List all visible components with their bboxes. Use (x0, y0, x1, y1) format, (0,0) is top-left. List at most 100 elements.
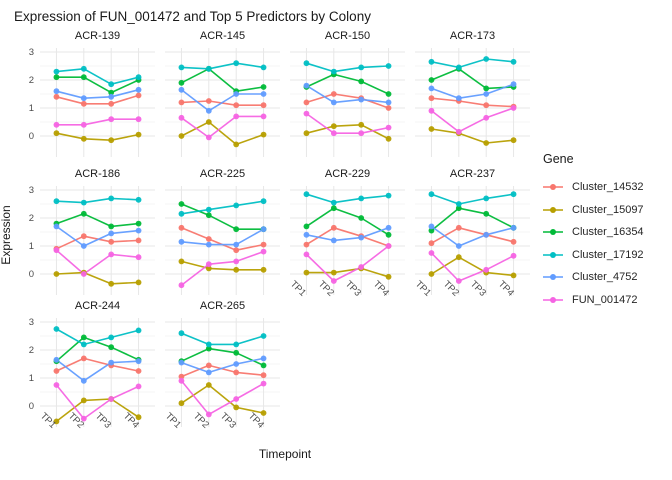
data-point-Cluster_4752 (385, 224, 392, 231)
series-line-Cluster_15097 (180, 260, 265, 271)
series-line-Cluster_15097 (305, 267, 390, 278)
data-point-FUN_001472 (510, 252, 517, 259)
data-point-Cluster_17192 (385, 192, 392, 199)
data-point-Cluster_16354 (80, 74, 87, 81)
data-point-Cluster_16354 (53, 74, 60, 81)
data-point-Cluster_4752 (455, 95, 462, 102)
y-tick-label: 1 (28, 103, 34, 114)
data-point-FUN_001472 (233, 113, 240, 120)
data-point-Cluster_4752 (428, 85, 435, 92)
data-point-FUN_001472 (80, 271, 87, 277)
data-point-Cluster_17192 (260, 64, 267, 71)
legend-title: Gene (543, 152, 574, 166)
series-line-Cluster_15097 (180, 384, 265, 414)
data-point-Cluster_14532 (330, 91, 337, 97)
series-line-Cluster_16354 (430, 67, 515, 90)
data-point-Cluster_4752 (53, 88, 60, 95)
series-line-Cluster_16354 (55, 76, 140, 94)
data-point-FUN_001472 (358, 264, 365, 270)
data-point-FUN_001472 (330, 130, 337, 137)
facet-panel (40, 186, 155, 295)
data-point-Cluster_17192 (510, 58, 517, 65)
data-point-Cluster_4752 (303, 231, 310, 238)
data-point-Cluster_16354 (108, 89, 115, 96)
legend-item: Cluster_15097 (543, 199, 644, 222)
data-point-Cluster_14532 (205, 98, 212, 104)
legend-item-label: Cluster_16354 (572, 226, 644, 239)
data-point-Cluster_17192 (233, 202, 240, 209)
data-point-Cluster_4752 (510, 224, 517, 231)
data-point-Cluster_15097 (80, 135, 87, 142)
data-point-Cluster_14532 (233, 102, 240, 109)
facet-panel (40, 48, 155, 157)
data-point-Cluster_14532 (330, 224, 337, 231)
series-line-FUN_001472 (55, 118, 140, 126)
series-line-Cluster_4752 (180, 228, 265, 246)
data-point-Cluster_4752 (205, 369, 212, 376)
data-point-Cluster_14532 (428, 95, 435, 102)
data-point-FUN_001472 (108, 251, 115, 258)
data-point-Cluster_14532 (135, 92, 142, 99)
data-point-Cluster_17192 (510, 191, 517, 198)
y-tick-label: 3 (28, 47, 34, 58)
data-point-Cluster_14532 (428, 240, 435, 247)
facet-strip-label: ACR-186 (74, 168, 121, 180)
data-point-Cluster_17192 (303, 60, 310, 67)
facet-strip-label: ACR-244 (74, 300, 121, 312)
data-point-Cluster_17192 (455, 201, 462, 207)
data-point-Cluster_15097 (205, 265, 212, 272)
data-point-Cluster_14532 (53, 93, 60, 100)
data-point-Cluster_17192 (260, 333, 267, 339)
series-line-FUN_001472 (180, 115, 265, 139)
data-point-Cluster_17192 (108, 334, 115, 341)
data-point-FUN_001472 (205, 261, 212, 268)
legend-key-icon (543, 229, 563, 236)
legend-key-icon (543, 296, 563, 303)
series-line-Cluster_14532 (305, 93, 390, 109)
data-point-FUN_001472 (205, 134, 212, 141)
y-tick-label: 0 (28, 269, 34, 280)
data-point-Cluster_16354 (303, 223, 310, 230)
data-point-Cluster_4752 (53, 356, 60, 363)
legend: Gene Cluster_14532 Cluster_15097 Cluster_1… (543, 152, 644, 311)
data-point-Cluster_14532 (233, 247, 240, 254)
data-point-Cluster_14532 (303, 99, 310, 106)
data-point-Cluster_14532 (80, 233, 87, 240)
data-point-Cluster_17192 (303, 191, 310, 198)
series-line-Cluster_15097 (180, 121, 265, 146)
data-point-Cluster_15097 (260, 266, 267, 273)
data-point-Cluster_4752 (178, 238, 185, 245)
series-line-Cluster_4752 (55, 88, 140, 100)
data-point-FUN_001472 (205, 411, 212, 418)
data-point-Cluster_4752 (233, 361, 240, 367)
data-point-Cluster_15097 (178, 133, 185, 139)
data-point-Cluster_4752 (178, 359, 185, 366)
series-line-Cluster_14532 (305, 226, 390, 247)
data-point-Cluster_16354 (178, 201, 185, 207)
facet-panel (290, 186, 405, 295)
data-point-Cluster_4752 (358, 234, 365, 241)
data-point-Cluster_15097 (303, 130, 310, 137)
legend-key-icon (543, 274, 563, 281)
facet-panel (290, 48, 405, 157)
data-point-FUN_001472 (428, 107, 435, 114)
data-point-Cluster_4752 (358, 96, 365, 103)
y-tick-label: 0 (28, 401, 34, 412)
legend-item: Cluster_17192 (543, 244, 644, 267)
data-point-Cluster_17192 (80, 65, 87, 72)
facet-strip-label: ACR-237 (449, 168, 496, 180)
series-line-FUN_001472 (55, 384, 140, 420)
facet-strip-label: ACR-173 (449, 30, 496, 42)
data-point-Cluster_14532 (53, 368, 60, 374)
facet-panel (165, 186, 280, 295)
data-point-FUN_001472 (260, 380, 267, 387)
data-point-Cluster_4752 (80, 243, 87, 249)
data-point-Cluster_14532 (108, 100, 115, 107)
data-point-Cluster_17192 (455, 64, 462, 71)
series-line-Cluster_16354 (180, 67, 265, 93)
data-point-Cluster_17192 (53, 68, 60, 75)
data-point-Cluster_15097 (178, 400, 185, 407)
data-point-FUN_001472 (455, 278, 462, 284)
series-line-Cluster_15097 (305, 124, 390, 140)
